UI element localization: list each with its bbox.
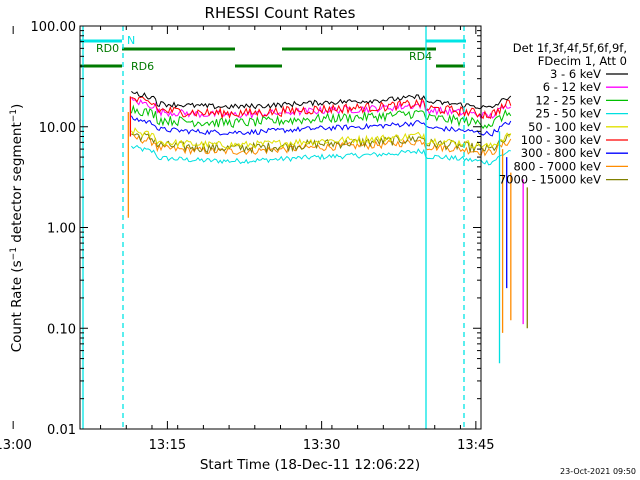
y-tick-label: 1.00 [47, 222, 76, 237]
marker-label-n: N [127, 34, 135, 47]
y-axis-label-sup1: −1 [9, 247, 19, 260]
series-line-9 [131, 132, 511, 154]
series-line-1 [131, 91, 512, 110]
x-tick-label: 13:00 [0, 438, 32, 453]
y-tick-label: 100.00 [31, 20, 77, 35]
y-axis-label-main: Count Rate (s [9, 260, 25, 352]
y-axis-label-mid: detector segment [9, 122, 25, 247]
legend-label-9: 7000 - 15000 keV [499, 173, 601, 187]
x-tick-label: 13:45 [457, 438, 494, 453]
y-axis-label-sup2: −1 [9, 109, 19, 122]
marker-label-rd6: RD6 [131, 60, 154, 73]
marker-label-rd4: RD4 [409, 50, 432, 63]
legend-label-6: 100 - 300 keV [521, 133, 601, 147]
series-line-3 [130, 104, 512, 130]
legend-label-2: 6 - 12 keV [543, 80, 601, 94]
legend-header-line-2: FDecim 1, Att 0 [538, 54, 627, 68]
y-tick-label: 0.01 [47, 423, 76, 438]
x-tick-label: 13:30 [303, 438, 340, 453]
chart-title: RHESSI Count Rates [205, 4, 356, 22]
x-axis-label: Start Time (18-Dec-11 12:06:22) [200, 457, 420, 473]
y-tick-label: 0.10 [47, 322, 76, 337]
y-axis-label-end: ) [9, 104, 25, 109]
y-tick-label: 10.00 [39, 121, 76, 136]
y-axis-label: Count Rate (s−1 detector segment−1) [9, 104, 25, 353]
legend-header-line-1: Det 1f,3f,4f,5f,6f,9f, [513, 41, 627, 55]
legend-label-1: 3 - 6 keV [550, 67, 601, 81]
legend-label-5: 50 - 100 keV [528, 120, 601, 134]
series-line-5 [130, 127, 512, 150]
series-line-4 [131, 144, 511, 166]
legend-label-4: 25 - 50 keV [535, 107, 601, 121]
legend: Det 1f,3f,4f,5f,6f,9f, FDecim 1, Att 0 3… [499, 41, 628, 187]
x-tick-label: 13:15 [149, 438, 186, 453]
plot-background [80, 26, 481, 429]
plot-area: RD0 RD6 RD4 N [79, 25, 528, 430]
series-line-7 [130, 115, 512, 137]
marker-label-rd0: RD0 [96, 42, 119, 55]
count-rate-curves [127, 91, 528, 364]
legend-label-3: 12 - 25 keV [535, 93, 601, 107]
legend-label-7: 300 - 800 keV [521, 146, 601, 160]
y-axis: 100.00 10.00 1.00 0.10 0.01 [31, 20, 481, 438]
legend-label-8: 800 - 7000 keV [513, 159, 601, 173]
footer-timestamp: 23-Oct-2021 09:50 [560, 467, 636, 476]
series-line-6 [131, 96, 512, 120]
